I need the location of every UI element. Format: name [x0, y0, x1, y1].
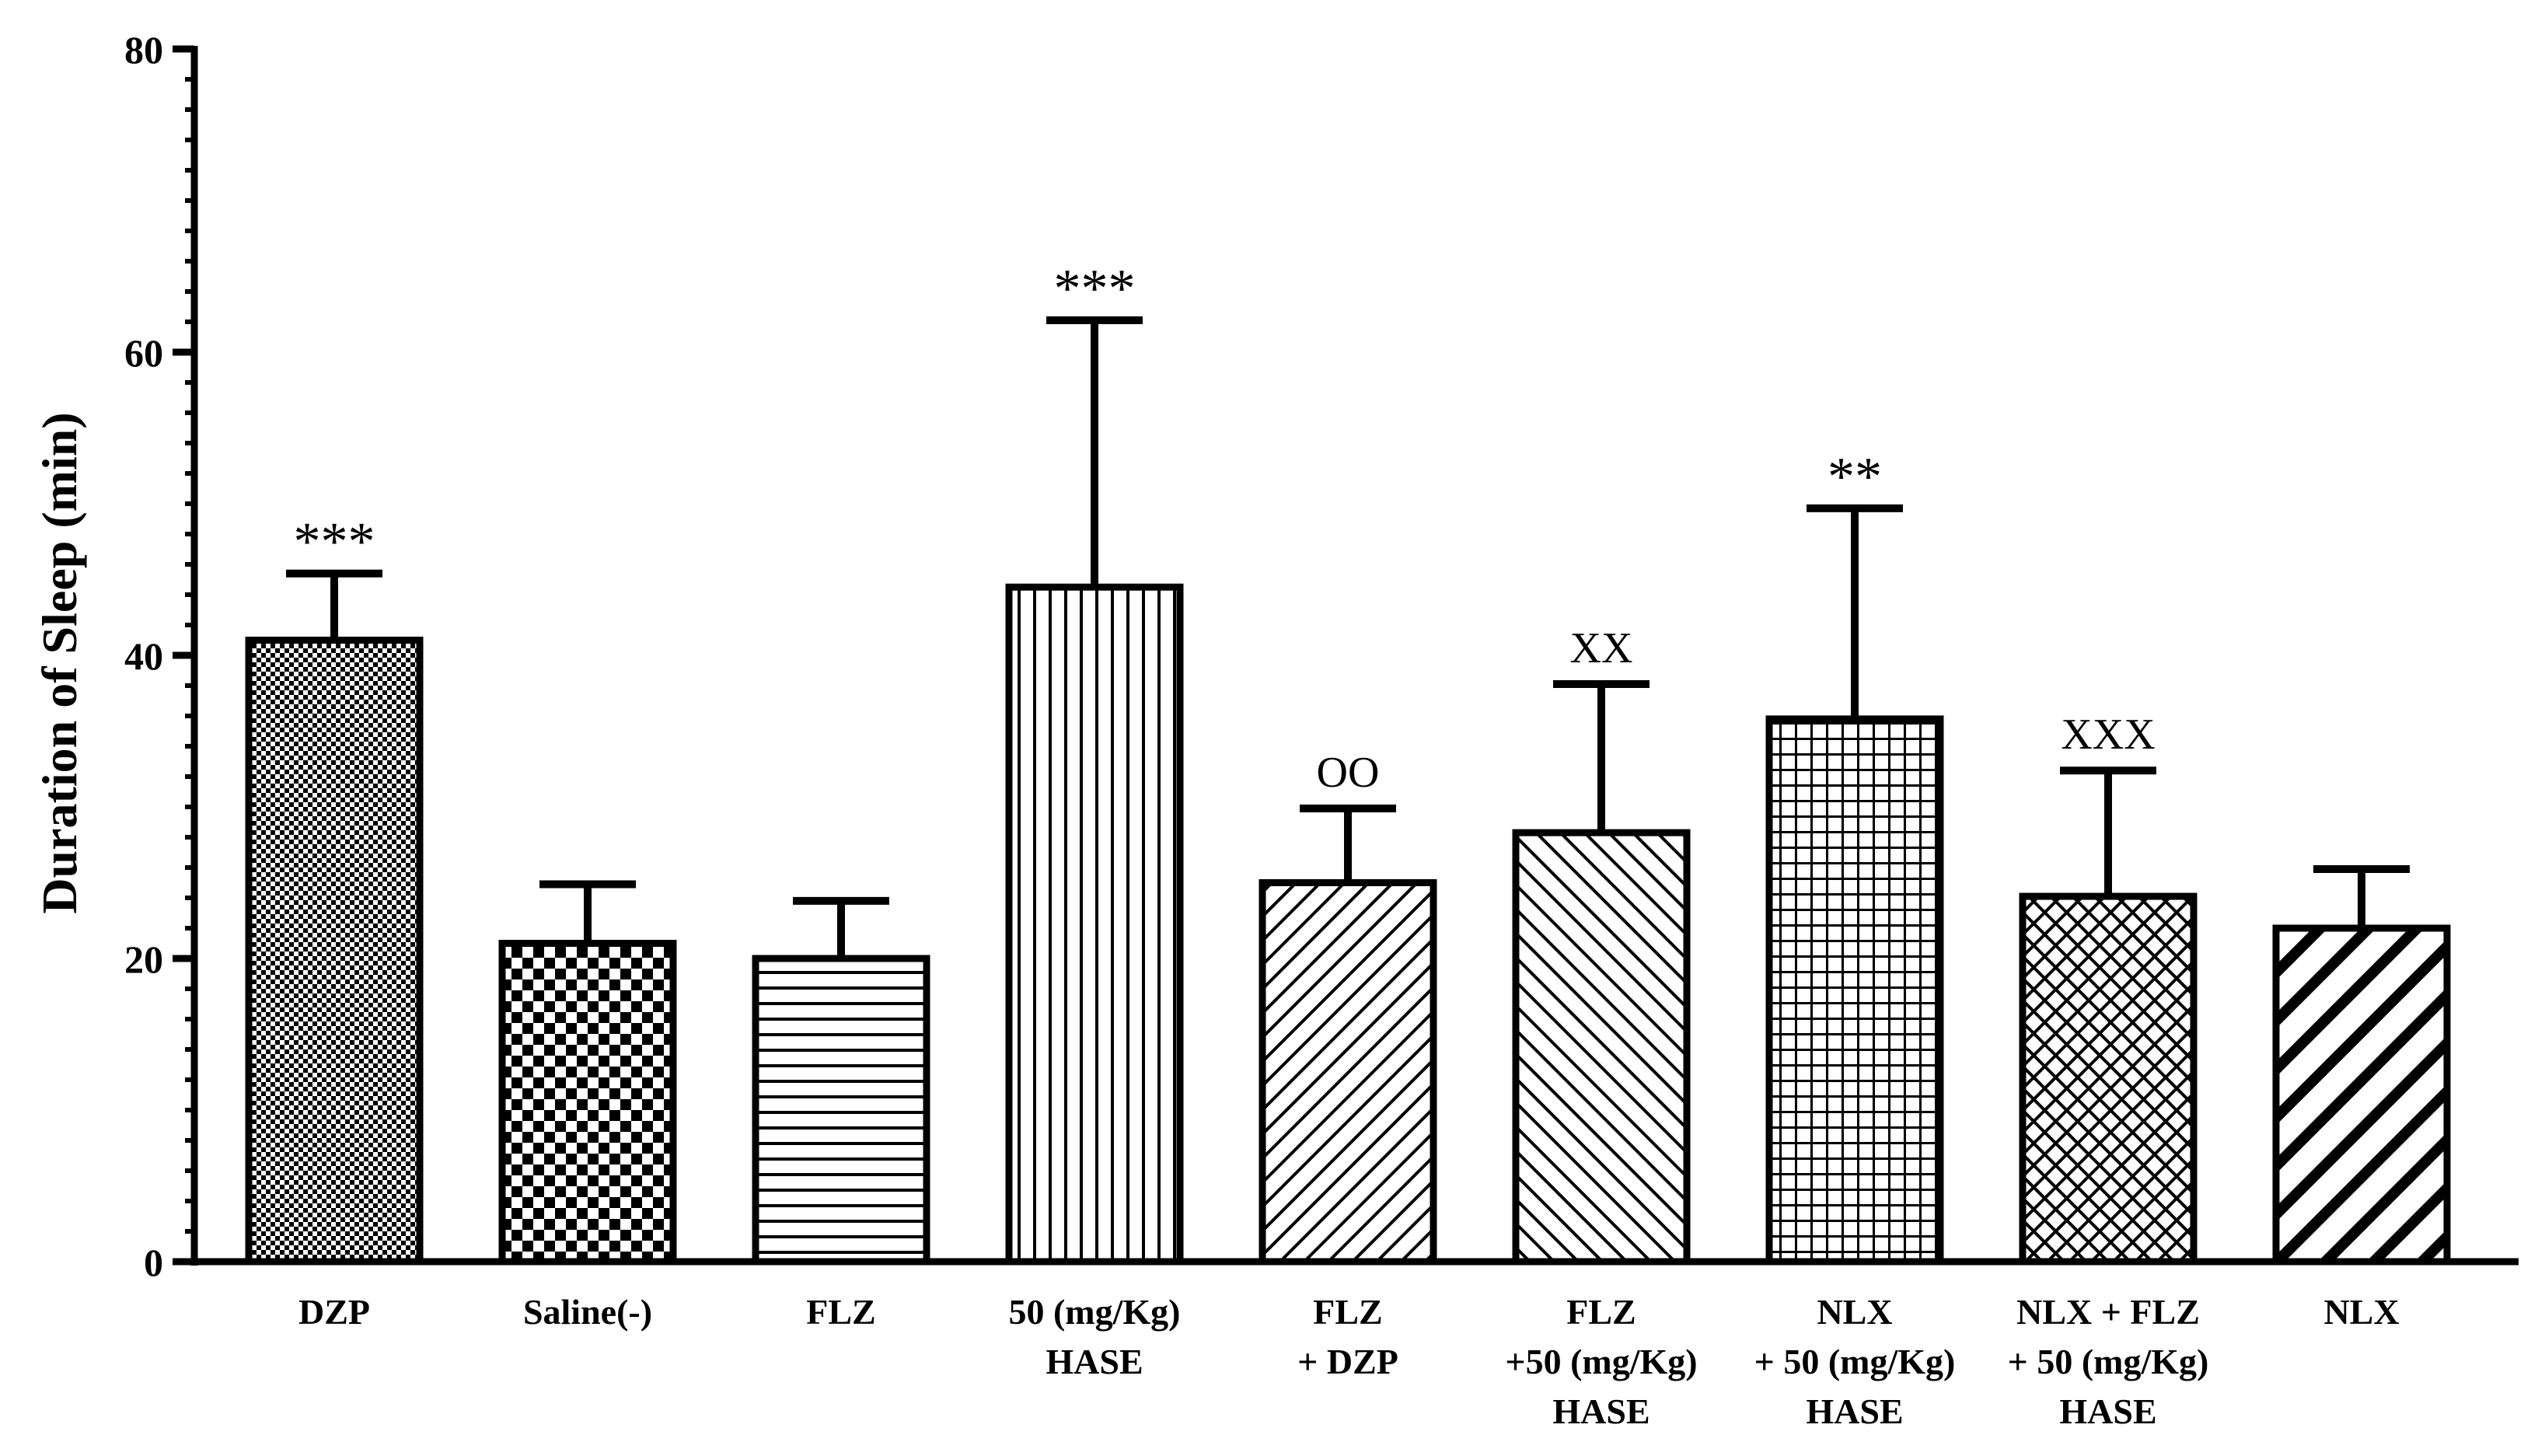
x-tick-label-7-1: + 50 (mg/Kg) — [2008, 1342, 2209, 1381]
annotation-3: *** — [1054, 259, 1136, 319]
x-tick-label-6-0: NLX — [1817, 1292, 1892, 1332]
bar-2 — [752, 955, 930, 1266]
annotation-5: XX — [1570, 624, 1633, 672]
annotation-6: ** — [1828, 447, 1882, 507]
axes-group — [173, 45, 2519, 1266]
annotation-4: OO — [1317, 749, 1380, 797]
x-tick-label-5-0: FLZ — [1566, 1292, 1636, 1332]
x-tick-label-7-0: NLX + FLZ — [2016, 1292, 2200, 1332]
annotation-0: *** — [294, 512, 375, 572]
labels-group: *** DZP Saline(-) FLZ *** 50 (mg/Kg) HASE OO FLZ… — [32, 28, 2400, 1431]
x-tick-label-6-1: + 50 (mg/Kg) — [1754, 1342, 1956, 1381]
x-tick-label-3-1: HASE — [1046, 1342, 1143, 1381]
bars-group — [245, 316, 2451, 1266]
y-tick-label-0: 0 — [144, 1241, 163, 1284]
x-tick-label-5-1: +50 (mg/Kg) — [1505, 1342, 1697, 1381]
bar-5 — [1512, 829, 1691, 1266]
bar-4 — [1259, 879, 1437, 1266]
y-tick-label-1: 20 — [124, 937, 163, 981]
bar-7 — [2019, 892, 2198, 1266]
x-tick-label-2-0: FLZ — [806, 1292, 875, 1332]
bar-1 — [498, 940, 677, 1266]
bar-0 — [245, 637, 424, 1266]
bar-3 — [1005, 583, 1184, 1266]
bar-6 — [1765, 715, 1944, 1266]
x-tick-label-3-0: 50 (mg/Kg) — [1008, 1292, 1180, 1332]
y-axis-title: Duration of Sleep (min) — [32, 412, 87, 913]
x-tick-label-8-0: NLX — [2323, 1292, 2399, 1332]
x-tick-label-4-1: + DZP — [1297, 1342, 1398, 1381]
x-tick-label-6-2: HASE — [1806, 1391, 1903, 1431]
annotation-7: XXX — [2061, 711, 2155, 759]
x-tick-label-1-0: Saline(-) — [523, 1292, 652, 1332]
x-tick-label-0-0: DZP — [298, 1292, 370, 1332]
y-tick-label-2: 40 — [124, 634, 163, 678]
x-tick-label-5-2: HASE — [1552, 1391, 1650, 1431]
x-tick-label-4-0: FLZ — [1313, 1292, 1382, 1332]
y-tick-label-3: 60 — [124, 331, 163, 375]
x-tick-label-7-2: HASE — [2059, 1391, 2156, 1431]
y-tick-label-4: 80 — [124, 28, 163, 72]
bar-8 — [2272, 924, 2451, 1266]
